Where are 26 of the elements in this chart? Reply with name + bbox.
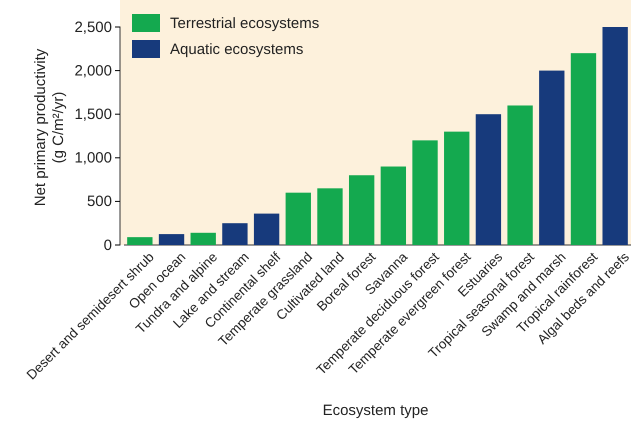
bar xyxy=(190,232,216,245)
bar xyxy=(539,70,564,245)
bar xyxy=(158,234,184,245)
bar xyxy=(507,105,533,245)
y-tick-label: 2,500 xyxy=(74,18,112,36)
bar xyxy=(348,175,374,245)
bar xyxy=(222,223,248,245)
bar xyxy=(317,188,343,245)
y-tick-label: 2,000 xyxy=(74,62,112,80)
bar xyxy=(602,27,628,245)
y-axis-title: Net primary productivity (g C/m²/yr) xyxy=(32,48,67,206)
bar xyxy=(444,132,470,245)
bar xyxy=(476,114,502,245)
y-tick-label: 0 xyxy=(104,236,112,254)
y-tick-label: 1,500 xyxy=(74,106,112,123)
bar xyxy=(254,214,280,245)
bar xyxy=(380,166,406,245)
y-tick-label: 1,000 xyxy=(74,150,112,167)
bar xyxy=(412,140,438,245)
bar xyxy=(286,192,311,245)
legend-label: Terrestrial ecosystems xyxy=(170,15,320,32)
y-tick-label: 500 xyxy=(86,193,112,210)
legend-label: Aquatic ecosystems xyxy=(170,41,304,58)
bar xyxy=(570,53,596,245)
bar xyxy=(127,237,153,245)
x-axis-title: Ecosystem type xyxy=(322,402,428,419)
